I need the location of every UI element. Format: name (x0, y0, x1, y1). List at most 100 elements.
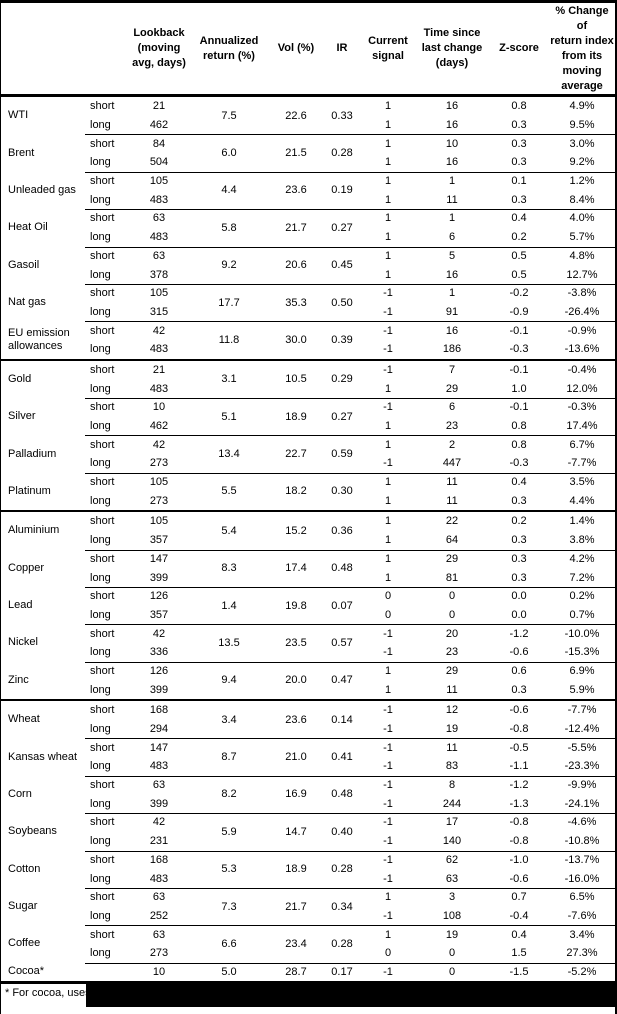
cell-current-signal: -1 (383, 646, 393, 659)
cell-pct-change: 8.4% (569, 193, 595, 206)
cell-pct-change: 6.7% (569, 438, 595, 451)
cell-current-signal: -1 (383, 872, 393, 885)
cell-vol: 22.6 (285, 109, 307, 122)
cell-z-score: 0.4 (511, 476, 527, 489)
cell-vol: 35.3 (285, 296, 307, 309)
cell-z-score: -0.8 (509, 816, 529, 829)
cell-vol: 28.7 (285, 965, 307, 978)
cell-days-since-change: 140 (442, 835, 462, 848)
cell-days-since-change: 7 (448, 363, 456, 376)
term-label: short (90, 590, 115, 603)
cell-current-signal: 0 (384, 947, 392, 960)
cell-z-score: -0.3 (509, 343, 529, 356)
cell-pct-change: -5.2% (567, 965, 597, 978)
commodity-name: Unleaded gas (8, 183, 76, 196)
term-label: long (90, 646, 111, 659)
cell-z-score: 0.0 (511, 590, 527, 603)
commodity-name: Kansas wheat (8, 750, 78, 763)
cell-days-since-change: 19 (445, 928, 459, 941)
table-body: WTI short 21 1 16 0.8 4.9% long 462 1 16 0.3 9.5% 7.5… (1, 97, 615, 981)
cell-days-since-change: 83 (445, 760, 459, 773)
cell-lookback: 462 (149, 420, 169, 433)
cell-days-since-change: 8 (448, 779, 456, 792)
cell-pct-change: -7.7% (567, 457, 597, 470)
cell-days-since-change: 10 (445, 137, 459, 150)
cell-lookback: 21 (152, 363, 166, 376)
cell-ir: 0.17 (331, 965, 353, 978)
term-label: short (90, 627, 115, 640)
cell-lookback: 21 (152, 100, 166, 113)
cell-days-since-change: 29 (445, 664, 459, 677)
cell-current-signal: 1 (384, 438, 392, 451)
table-row: EU emission allowances short 42 -1 16 -0.1 -0.… (1, 321, 615, 358)
cell-z-score: -0.1 (509, 324, 529, 337)
cell-lookback: 42 (152, 627, 166, 640)
cell-ir: 0.27 (331, 221, 353, 234)
table-row: Wheat short 168 -1 12 -0.6 -7.7% long 294 -1 19 -0.… (1, 701, 615, 738)
cell-annualized-return: 8.3 (221, 562, 237, 575)
cell-vol: 18.2 (285, 485, 307, 498)
cell-z-score: 0.7 (511, 891, 527, 904)
cell-current-signal: -1 (383, 457, 393, 470)
table-row: Silver short 10 -1 6 -0.1 -0.3% long 462 1 23 0.8 17… (1, 398, 615, 435)
cell-days-since-change: 64 (445, 534, 459, 547)
cell-vol: 23.6 (285, 184, 307, 197)
cell-current-signal: -1 (383, 741, 393, 754)
term-label: long (90, 156, 111, 169)
cell-current-signal: 1 (384, 476, 392, 489)
cell-z-score: -1.2 (509, 627, 529, 640)
cell-z-score: -0.8 (509, 835, 529, 848)
cell-z-score: 0.5 (511, 249, 527, 262)
row-separator (85, 435, 615, 437)
cell-lookback: 10 (152, 965, 166, 978)
cell-z-score: 1.0 (511, 382, 527, 395)
cell-vol: 17.4 (285, 562, 307, 575)
cell-ir: 0.33 (331, 109, 353, 122)
row-separator (85, 134, 615, 136)
cell-z-score: 0.3 (511, 119, 527, 132)
footnote-text: * For cocoa, uses o (5, 987, 100, 1000)
cell-z-score: 0.5 (511, 268, 527, 281)
cell-annualized-return: 3.1 (221, 373, 237, 386)
cell-z-score: -0.5 (509, 741, 529, 754)
row-separator (85, 171, 615, 173)
term-label: short (90, 438, 115, 451)
term-label: long (90, 343, 111, 356)
cell-z-score: -0.6 (509, 704, 529, 717)
term-label: short (90, 212, 115, 225)
cell-pct-change: 9.2% (569, 156, 595, 169)
cell-current-signal: -1 (383, 343, 393, 356)
term-label: long (90, 305, 111, 318)
cell-lookback: 483 (149, 343, 169, 356)
cell-current-signal: -1 (383, 835, 393, 848)
cell-ir: 0.30 (331, 485, 353, 498)
table-row: Nat gas short 105 -1 1 -0.2 -3.8% long 315 -1 91 -0… (1, 283, 615, 321)
cell-days-since-change: 19 (445, 723, 459, 736)
cell-pct-change: 1.4% (569, 515, 595, 528)
cell-vol: 14.7 (285, 825, 307, 838)
commodity-name: Palladium (8, 447, 57, 460)
cell-vol: 18.9 (285, 863, 307, 876)
table-row: Brent short 84 1 10 0.3 3.0% long 504 1 16 0.3 9.2% 6… (1, 134, 615, 171)
term-label: short (90, 515, 115, 528)
cell-lookback: 105 (149, 287, 169, 300)
cell-lookback: 294 (149, 723, 169, 736)
cell-pct-change: 3.5% (569, 476, 595, 489)
cell-days-since-change: 29 (445, 382, 459, 395)
cell-lookback: 63 (152, 891, 166, 904)
cell-vol: 18.9 (285, 410, 307, 423)
cell-lookback: 399 (149, 683, 169, 696)
cell-ir: 0.28 (331, 863, 353, 876)
cell-lookback: 357 (149, 608, 169, 621)
cell-pct-change: 17.4% (566, 420, 598, 433)
cell-days-since-change: 3 (448, 891, 456, 904)
cell-lookback: 231 (149, 835, 169, 848)
cell-days-since-change: 11 (446, 476, 458, 489)
term-label: long (90, 231, 111, 244)
cell-z-score: 0.3 (511, 534, 527, 547)
commodity-name: Corn (8, 787, 32, 800)
cell-pct-change: -23.3% (564, 760, 600, 773)
cell-days-since-change: 108 (442, 909, 462, 922)
cell-lookback: 273 (149, 494, 169, 507)
term-label: short (90, 287, 115, 300)
